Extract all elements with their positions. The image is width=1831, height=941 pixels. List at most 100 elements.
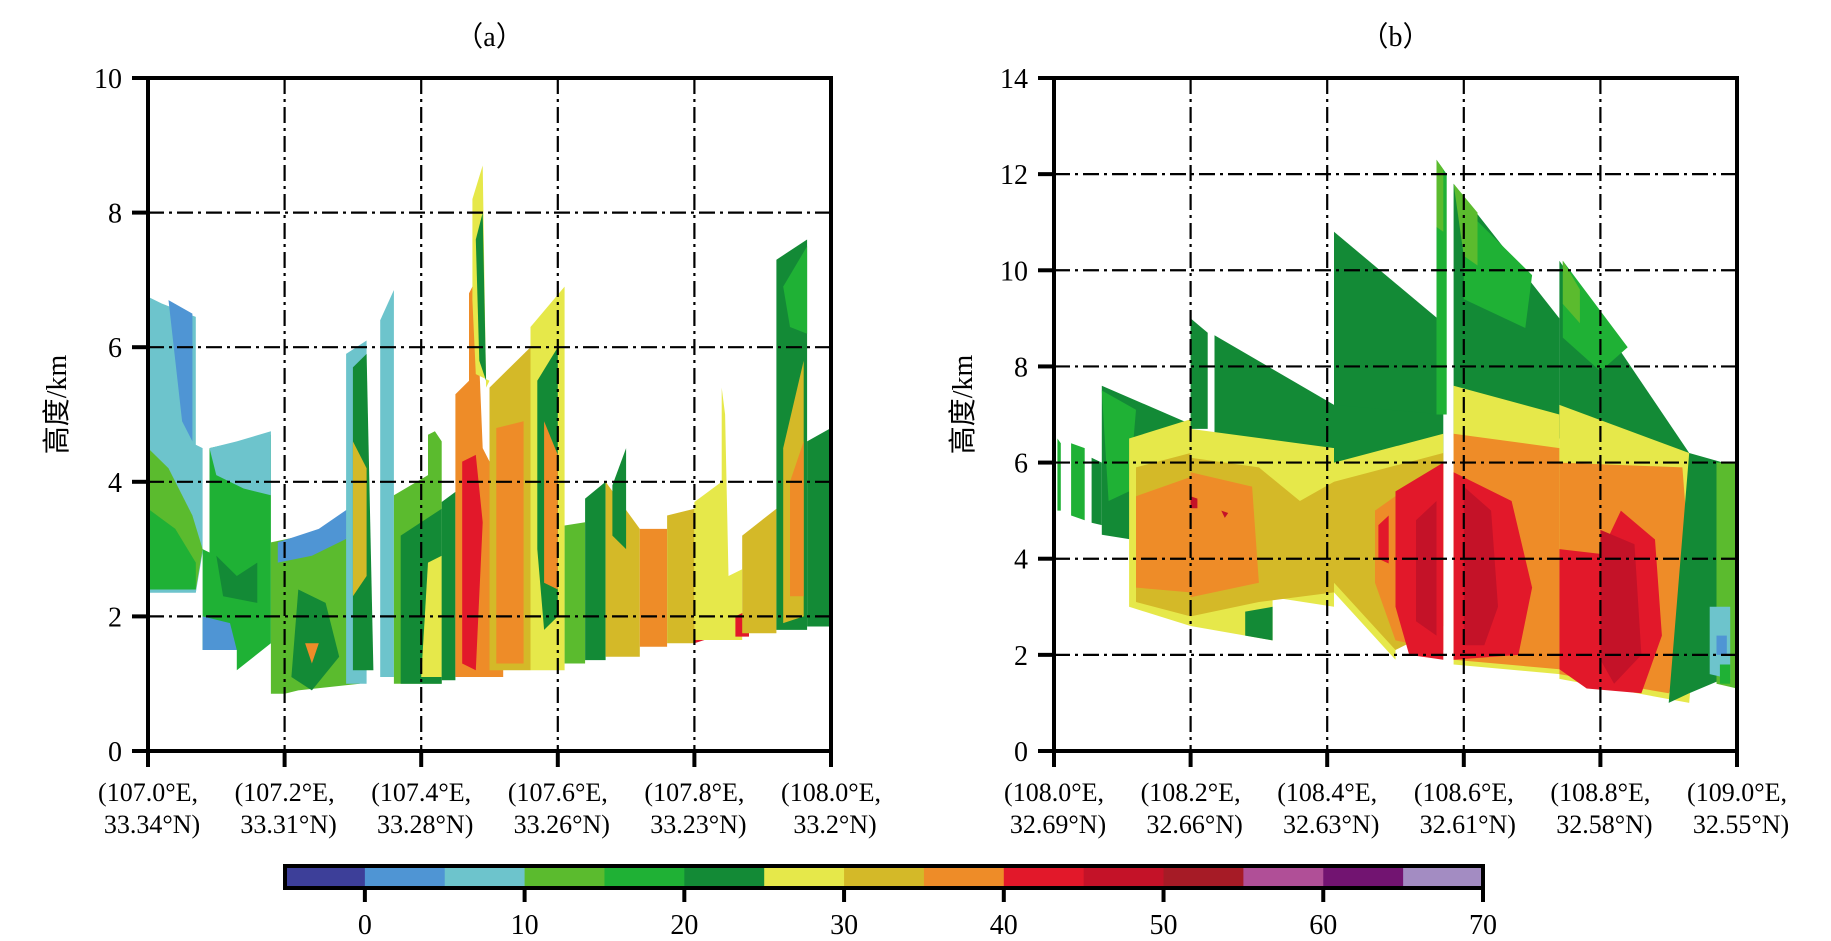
contour-region-a-38 (742, 508, 777, 634)
colorbar-bin (844, 866, 925, 888)
colorbar-bin (1083, 866, 1165, 888)
colorbar-bin (285, 866, 366, 888)
colorbar-bin (444, 866, 526, 888)
xtick-label-line1: (107.0°E, (98, 778, 198, 807)
panel-b-ylabel: 高度/km (947, 355, 979, 455)
contour-region-a-36 (694, 387, 743, 640)
contour-region-b-23 (1416, 501, 1437, 636)
panel-b-ticks: 0 2 4 6 8 10 12 14 (108.0°E, 32.69°N) (108.2°E, 32.… (1000, 64, 1789, 839)
colorbar-tick-label: 60 (1309, 910, 1337, 941)
contour-region-b-32 (1463, 486, 1498, 646)
panel-a-contours (148, 165, 831, 694)
ytick-label: 0 (1014, 737, 1028, 768)
xtick-label-line1: (108.6°E, (1414, 778, 1514, 807)
colorbar-tick-label: 20 (670, 910, 698, 941)
contour-region-b-21 (1378, 515, 1389, 564)
contour-region-a-5 (209, 431, 271, 496)
ytick-label: 2 (1014, 641, 1028, 672)
contour-region-a-9 (277, 505, 353, 563)
xtick-label-line1: (107.8°E, (644, 778, 744, 807)
contour-region-a-42 (790, 441, 804, 597)
xtick-label-line2: 33.34°N) (104, 810, 200, 839)
contour-region-b-13 (1190, 496, 1198, 509)
colorbar-tick-label: 30 (830, 910, 858, 941)
xtick-label-line1: (107.2°E, (235, 778, 335, 807)
xtick-label-line2: 33.26°N) (514, 810, 610, 839)
ytick-label: 8 (1014, 352, 1028, 383)
contour-region-b-27 (1463, 207, 1533, 328)
panel-a-grid (148, 78, 831, 751)
colorbar-bin (923, 866, 1005, 888)
contour-region-b-43 (1716, 635, 1727, 655)
panel-b-grid (1054, 78, 1737, 751)
contour-region-b-14 (1221, 510, 1229, 518)
contour-region-b-35 (1562, 260, 1580, 324)
ytick-label: 10 (94, 64, 122, 95)
xtick-label-line1: (108.4°E, (1277, 778, 1377, 807)
contour-region-b-12 (1190, 472, 1259, 598)
panel-b: 0 2 4 6 8 10 12 14 (108.0°E, 32.69°N) (108.2°E, 32.… (947, 21, 1789, 839)
contour-region-a-25 (496, 421, 524, 664)
colorbar-bin (1003, 866, 1085, 888)
colorbar-bins (285, 866, 1484, 888)
panel-a-title: （a） (455, 21, 523, 53)
colorbar-ticks: 0 10 20 30 40 50 60 70 (358, 888, 1497, 941)
xtick-label-line2: 32.55°N) (1693, 810, 1789, 839)
ytick-label: 12 (1000, 160, 1028, 191)
contour-region-a-14 (352, 441, 367, 597)
ytick-label: 6 (1014, 449, 1028, 480)
ytick-label: 6 (108, 333, 122, 364)
colorbar-bin (1323, 866, 1404, 888)
contour-region-b-2 (1091, 457, 1102, 526)
colorbar-bin (524, 866, 605, 888)
panel-a-ticks: 0 2 4 6 8 10 (107.0°E, 33.34°N) (107.2°E, 33.31°N… (94, 64, 881, 839)
xtick-label-line2: 33.2°N) (793, 810, 876, 839)
colorbar-bin (364, 866, 446, 888)
contour-region-b-1 (1071, 443, 1085, 521)
xtick-label-line1: (107.4°E, (371, 778, 471, 807)
contour-region-a-19 (441, 491, 456, 681)
contour-region-b-25 (1436, 159, 1444, 232)
contour-region-a-15 (380, 290, 394, 677)
xtick-label-line2: 33.31°N) (240, 810, 336, 839)
contour-region-b-0 (1057, 438, 1061, 511)
contour-region-b-16 (1334, 231, 1444, 415)
contour-region-a-43 (807, 428, 831, 627)
colorbar-bin (1403, 866, 1484, 888)
ytick-label: 2 (108, 602, 122, 633)
colorbar-tick-label: 40 (990, 910, 1018, 941)
contour-region-a-11 (305, 643, 319, 664)
panel-b-axes-frame (1052, 76, 1739, 753)
contour-region-a-30 (585, 481, 606, 661)
colorbar-bin (684, 866, 765, 888)
contour-region-a-10 (291, 589, 340, 691)
contour-region-a-3 (148, 508, 196, 590)
panel-a-axes-frame (146, 76, 833, 753)
contour-region-b-4 (1101, 390, 1136, 501)
colorbar: 0 10 20 30 40 50 60 70 (283, 864, 1497, 941)
contour-region-a-40 (783, 246, 808, 334)
xtick-label-line2: 32.69°N) (1010, 810, 1106, 839)
colorbar-tick-label: 50 (1150, 910, 1178, 941)
contour-region-b-9 (1214, 335, 1334, 449)
colorbar-bin (1163, 866, 1244, 888)
colorbar-tick-label: 70 (1469, 910, 1497, 941)
ytick-label: 0 (108, 737, 122, 768)
contour-region-a-33 (639, 528, 668, 647)
panel-b-title: （b） (1360, 21, 1430, 53)
xtick-label-line2: 33.23°N) (650, 810, 746, 839)
colorbar-tick-label: 0 (358, 910, 372, 941)
ytick-label: 10 (1000, 256, 1028, 287)
contour-region-b-39 (1600, 529, 1642, 684)
xtick-label-line1: (108.2°E, (1141, 778, 1241, 807)
contour-region-b-40 (1668, 453, 1724, 703)
ytick-label: 8 (108, 199, 122, 230)
contour-region-a-28 (544, 421, 558, 590)
contour-region-a-4 (202, 434, 271, 671)
contour-region-b-8 (1190, 318, 1208, 429)
ytick-label: 4 (108, 468, 122, 499)
contour-region-a-1 (168, 300, 193, 442)
contour-region-a-7 (216, 555, 258, 603)
contour-region-a-34 (667, 508, 695, 644)
